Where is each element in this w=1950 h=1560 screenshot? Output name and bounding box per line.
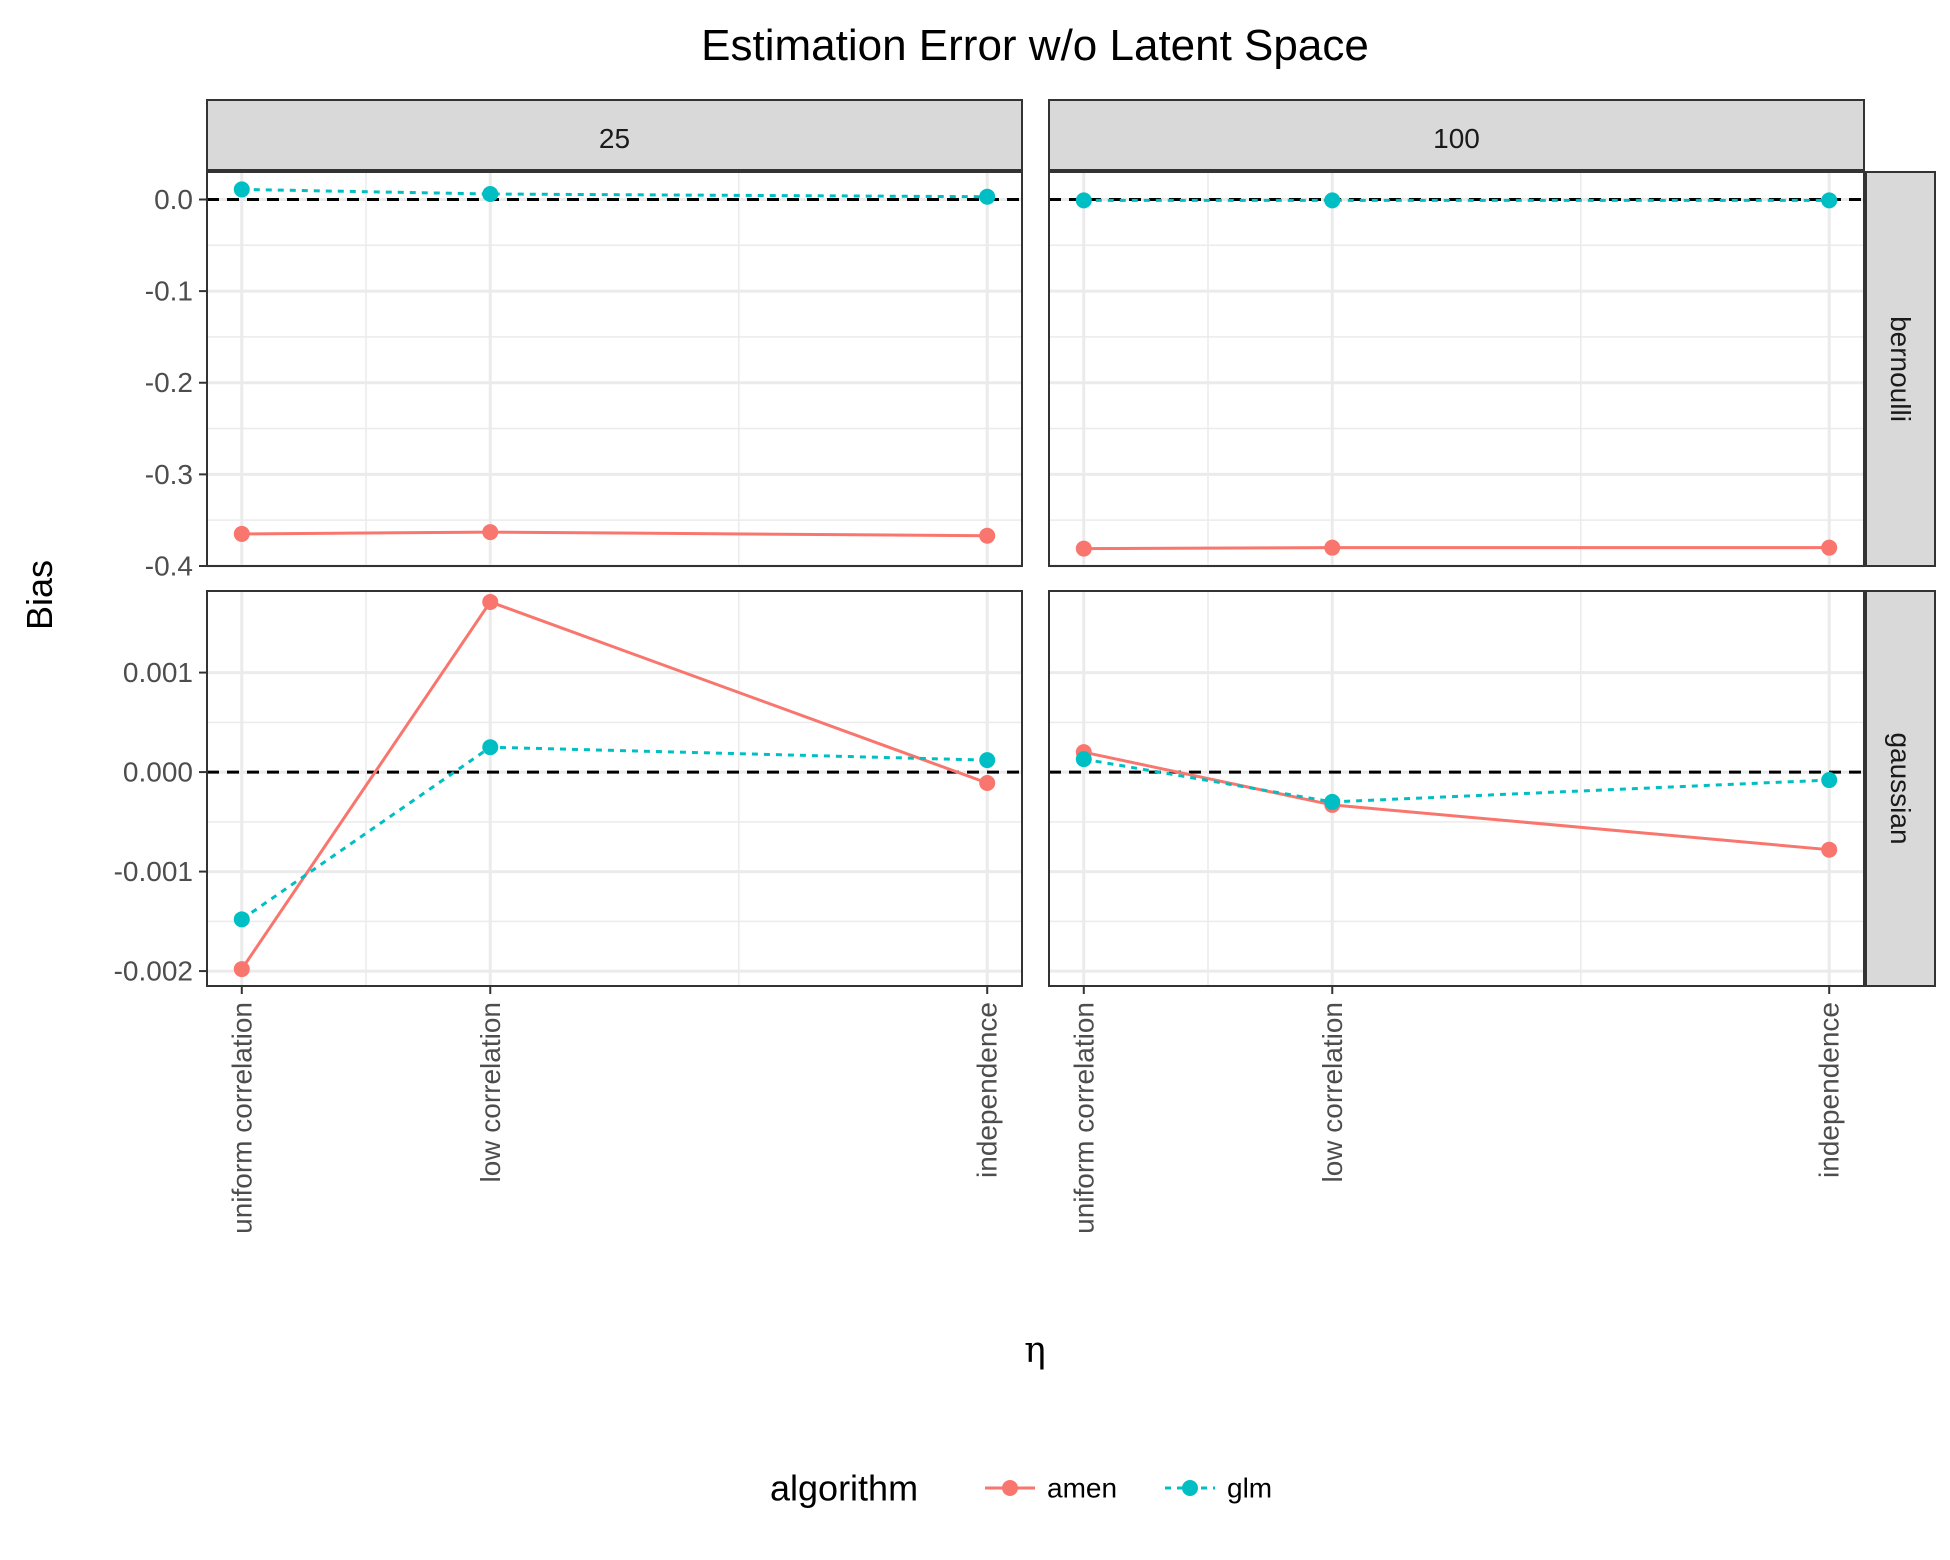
panel-border: [1048, 590, 1865, 987]
data-point-glm: [1324, 192, 1341, 209]
data-point-amen: [1324, 539, 1341, 556]
data-point-glm: [482, 185, 499, 202]
series-line-glm: [241, 187, 988, 199]
facet-strip-column: [1048, 99, 1865, 171]
facet-strip-row: [1865, 171, 1936, 567]
legend-entry-glm: glm: [1227, 1473, 1272, 1504]
x-axis-label: η: [1024, 1330, 1046, 1371]
facet-panels: 25 100 bernoulli gaussian 0.0 -0.1 -0.2 -0.3 -0.…: [114, 99, 1936, 1234]
data-point-amen: [979, 775, 996, 792]
data-point-amen: [482, 593, 499, 610]
data-point-glm: [1821, 192, 1838, 209]
data-point-glm: [979, 752, 996, 769]
data-point-glm: [1324, 793, 1341, 810]
legend: algorithm amen glm: [770, 1468, 1272, 1509]
data-point-glm: [233, 181, 250, 198]
facet-panel: uniform correlation low correlation indepe…: [1048, 590, 1865, 1234]
y-tick-label: -0.3: [145, 459, 193, 490]
x-tick-label: low correlation: [475, 1002, 506, 1183]
data-point-glm: [233, 911, 250, 928]
legend-swatch-point-amen: [1002, 1480, 1018, 1496]
facet-strip-column: [206, 99, 1023, 171]
chart-title: Estimation Error w/o Latent Space: [701, 21, 1369, 70]
panel-border: [1048, 171, 1865, 567]
series-line-amen: [241, 530, 988, 538]
y-tick-label: -0.001: [114, 856, 193, 887]
data-point-glm: [979, 188, 996, 205]
series-line-amen: [1083, 750, 1830, 852]
panel-border: [206, 590, 1023, 987]
panel-border: [206, 171, 1023, 567]
data-point-amen: [1821, 841, 1838, 858]
facet-strip-label: bernoulli: [1885, 316, 1916, 422]
legend-title: algorithm: [770, 1468, 918, 1509]
x-tick-label: uniform correlation: [1068, 1002, 1099, 1234]
legend-entry-amen: amen: [1047, 1473, 1117, 1504]
facet-panel: 0.001 0.000 -0.001 -0.002 uniform correlatio…: [114, 590, 1023, 1234]
data-point-glm: [1075, 751, 1092, 768]
x-tick-label: low correlation: [1317, 1002, 1348, 1183]
facet-strip-row: [1865, 590, 1936, 987]
facet-strip-label: 25: [599, 123, 630, 154]
y-tick-label: 0.001: [123, 657, 193, 688]
series-line-amen: [240, 600, 988, 970]
y-tick-label: -0.4: [145, 551, 193, 582]
series-line-amen: [1083, 546, 1830, 551]
y-tick-label: -0.1: [145, 276, 193, 307]
y-tick-label: -0.2: [145, 367, 193, 398]
data-point-amen: [979, 527, 996, 544]
y-tick-label: 0.0: [154, 184, 193, 215]
facet-panel: 0.0 -0.1 -0.2 -0.3 -0.4: [145, 171, 1023, 582]
facet-panel: [1048, 171, 1865, 568]
y-axis-label: Bias: [19, 560, 60, 630]
data-point-glm: [482, 739, 499, 756]
data-point-amen: [482, 524, 499, 541]
data-point-amen: [1821, 539, 1838, 556]
facet-strip-label: 100: [1433, 123, 1480, 154]
facet-strip-label: gaussian: [1885, 732, 1916, 844]
x-tick-label: independence: [1814, 1002, 1845, 1178]
data-point-glm: [1821, 772, 1838, 789]
series-line-glm: [1083, 757, 1830, 804]
data-point-glm: [1075, 192, 1092, 209]
x-tick-label: uniform correlation: [226, 1002, 257, 1234]
data-point-amen: [233, 525, 250, 542]
y-tick-label: -0.002: [114, 956, 193, 987]
data-point-amen: [1075, 540, 1092, 557]
data-point-amen: [233, 961, 250, 978]
x-tick-label: independence: [972, 1002, 1003, 1178]
y-tick-label: 0.000: [123, 757, 193, 788]
legend-swatch-point-glm: [1182, 1480, 1198, 1496]
